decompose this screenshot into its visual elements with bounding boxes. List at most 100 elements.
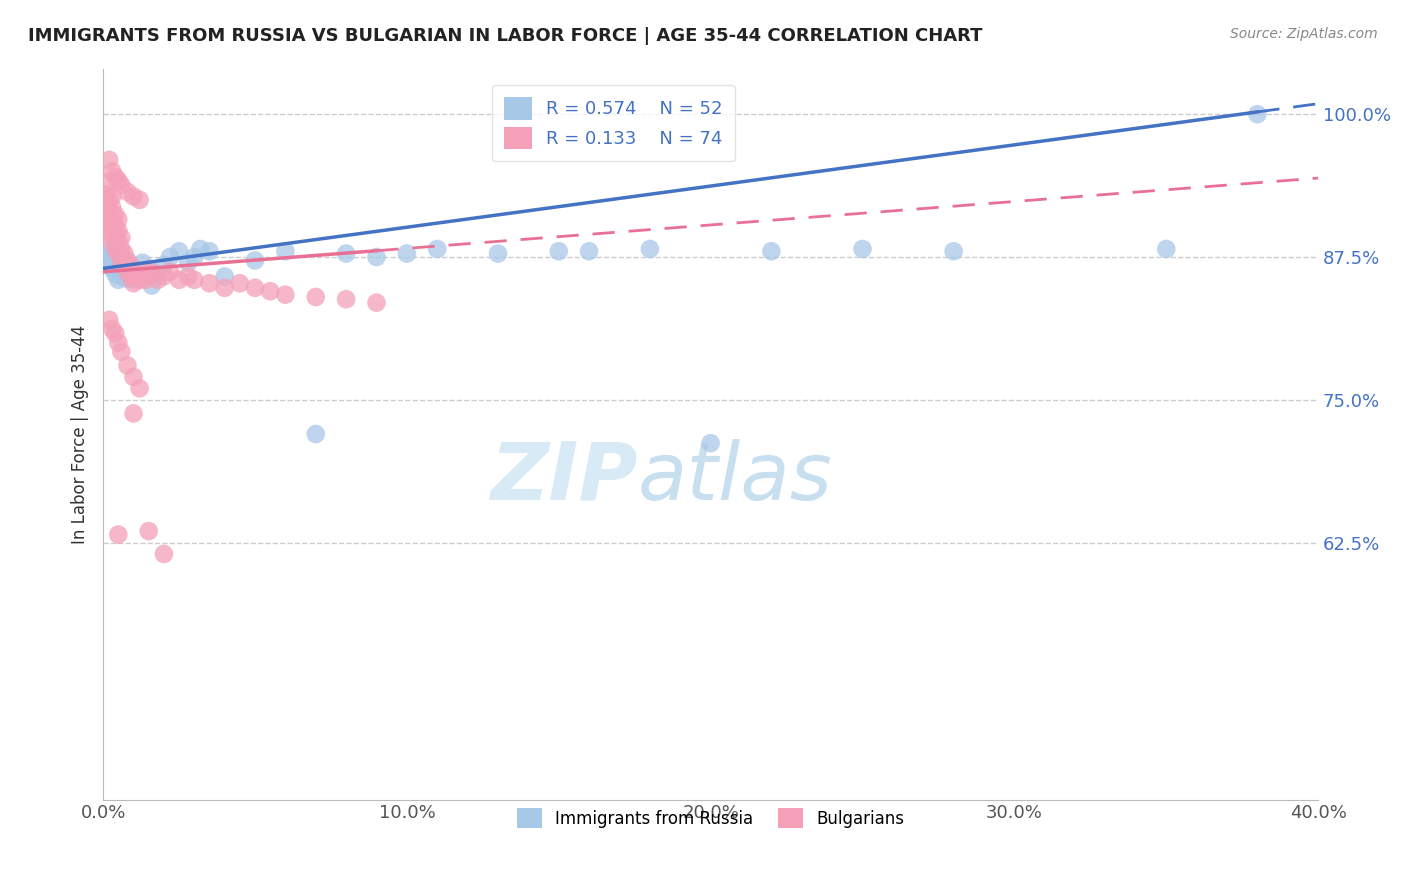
Point bbox=[104, 219, 127, 234]
Point bbox=[243, 281, 266, 295]
Point bbox=[167, 244, 190, 259]
Point bbox=[98, 244, 121, 259]
Point bbox=[104, 169, 127, 184]
Point bbox=[122, 273, 145, 287]
Point bbox=[198, 244, 221, 259]
Point bbox=[1154, 242, 1177, 256]
Point bbox=[110, 258, 132, 272]
Point bbox=[177, 255, 200, 269]
Point bbox=[101, 246, 124, 260]
Point bbox=[96, 250, 118, 264]
Point bbox=[117, 265, 139, 279]
Legend: Immigrants from Russia, Bulgarians: Immigrants from Russia, Bulgarians bbox=[510, 801, 911, 835]
Point bbox=[547, 244, 569, 259]
Point bbox=[117, 253, 139, 268]
Point bbox=[120, 269, 142, 284]
Point bbox=[305, 427, 328, 442]
Point bbox=[110, 230, 132, 244]
Point bbox=[98, 153, 121, 167]
Point bbox=[229, 277, 252, 291]
Point bbox=[274, 244, 297, 259]
Point bbox=[167, 273, 190, 287]
Point bbox=[104, 267, 127, 281]
Point bbox=[188, 242, 211, 256]
Point bbox=[110, 242, 132, 256]
Point bbox=[153, 269, 176, 284]
Point bbox=[101, 212, 124, 227]
Point bbox=[153, 258, 176, 272]
Point bbox=[98, 227, 121, 241]
Point bbox=[107, 224, 129, 238]
Point bbox=[96, 221, 118, 235]
Point bbox=[98, 216, 121, 230]
Point bbox=[153, 547, 176, 561]
Point bbox=[159, 250, 181, 264]
Point bbox=[107, 255, 129, 269]
Point bbox=[107, 265, 129, 279]
Point bbox=[122, 265, 145, 279]
Point bbox=[366, 250, 388, 264]
Point bbox=[426, 242, 449, 256]
Point bbox=[112, 246, 135, 260]
Point bbox=[122, 277, 145, 291]
Point bbox=[107, 246, 129, 260]
Point bbox=[98, 193, 121, 207]
Point bbox=[98, 258, 121, 272]
Text: ZIP: ZIP bbox=[491, 439, 638, 516]
Point bbox=[135, 273, 157, 287]
Point bbox=[104, 242, 127, 256]
Point bbox=[120, 269, 142, 284]
Point bbox=[117, 185, 139, 199]
Point bbox=[366, 295, 388, 310]
Point bbox=[122, 407, 145, 421]
Point bbox=[96, 208, 118, 222]
Point bbox=[761, 244, 783, 259]
Point bbox=[101, 255, 124, 269]
Point bbox=[101, 189, 124, 203]
Text: Source: ZipAtlas.com: Source: ZipAtlas.com bbox=[1230, 27, 1378, 41]
Point bbox=[128, 193, 150, 207]
Point bbox=[107, 212, 129, 227]
Point bbox=[305, 290, 328, 304]
Point bbox=[138, 524, 160, 538]
Point bbox=[98, 204, 121, 219]
Point bbox=[107, 235, 129, 249]
Point bbox=[942, 244, 965, 259]
Point bbox=[122, 189, 145, 203]
Point bbox=[122, 261, 145, 276]
Point bbox=[112, 253, 135, 268]
Point bbox=[110, 253, 132, 268]
Point bbox=[112, 258, 135, 272]
Point bbox=[335, 246, 357, 260]
Point bbox=[131, 265, 153, 279]
Point bbox=[101, 235, 124, 249]
Point bbox=[98, 253, 121, 268]
Point bbox=[159, 265, 181, 279]
Point bbox=[131, 255, 153, 269]
Point bbox=[125, 269, 148, 284]
Point bbox=[274, 287, 297, 301]
Point bbox=[117, 271, 139, 285]
Point bbox=[101, 322, 124, 336]
Point bbox=[141, 265, 163, 279]
Point bbox=[183, 273, 205, 287]
Point bbox=[117, 359, 139, 373]
Point bbox=[638, 242, 661, 256]
Point bbox=[395, 246, 418, 260]
Y-axis label: In Labor Force | Age 35-44: In Labor Force | Age 35-44 bbox=[72, 325, 89, 543]
Point bbox=[98, 313, 121, 327]
Point bbox=[335, 292, 357, 306]
Point bbox=[96, 176, 118, 190]
Point bbox=[177, 269, 200, 284]
Point bbox=[243, 253, 266, 268]
Point bbox=[214, 269, 236, 284]
Point bbox=[101, 201, 124, 215]
Point bbox=[141, 278, 163, 293]
Point bbox=[138, 261, 160, 276]
Point bbox=[851, 242, 873, 256]
Point bbox=[107, 273, 129, 287]
Point bbox=[104, 230, 127, 244]
Point bbox=[198, 277, 221, 291]
Point bbox=[101, 164, 124, 178]
Point bbox=[183, 250, 205, 264]
